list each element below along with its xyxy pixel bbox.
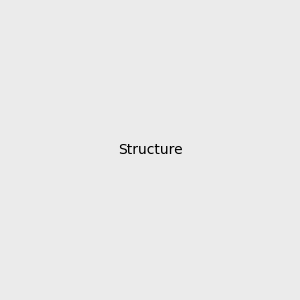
Text: Structure: Structure: [118, 143, 182, 157]
